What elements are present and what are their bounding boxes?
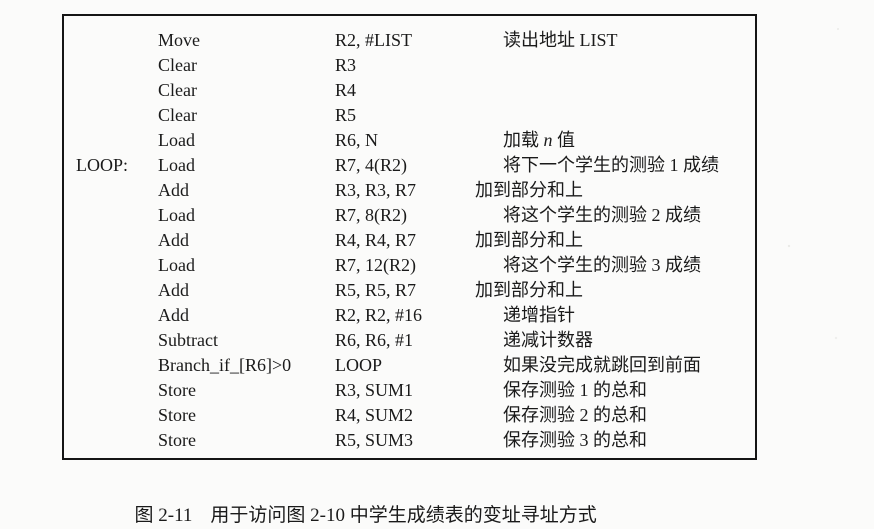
code-label [64,178,158,203]
code-instruction: Clear [158,55,197,75]
code-operands: R4, R4, R7 [335,230,417,250]
code-row: Store R4, SUM2 保存测验 2 的总和 [64,403,755,428]
code-operands: R7, 8(R2) [335,205,407,225]
code-operands: R3 [335,55,357,75]
figure-caption-label: 图 2-11 [134,505,193,526]
code-row: Clear R5 [64,103,755,128]
code-row: Move R2, #LIST 读出地址 LIST [64,28,755,53]
code-operands: R5, R5, R7 [335,280,417,300]
code-comment: 加载 n 值 [503,130,575,150]
code-comment: 如果没完成就跳回到前面 [503,355,701,375]
code-label [64,103,158,128]
code-label [64,353,158,378]
code-instruction: Load [158,255,195,275]
code-label [64,28,158,53]
code-comment: 保存测验 2 的总和 [503,405,647,425]
code-row: Subtract R6, R6, #1 递减计数器 [64,328,755,353]
code-label [64,203,158,228]
code-operands: R6, N [335,130,379,150]
code-row: Store R5, SUM3 保存测验 3 的总和 [64,428,755,453]
code-row: Load R7, 8(R2) 将这个学生的测验 2 成绩 [64,203,755,228]
code-instruction: Store [158,405,196,425]
code-comment [475,53,755,78]
code-label [64,403,158,428]
code-operands: R3, SUM1 [335,380,414,400]
code-label [64,428,158,453]
code-comment: 递增指针 [503,305,575,325]
code-comment: 将下一个学生的测验 1 成绩 [503,155,719,175]
code-comment [475,78,755,103]
code-comment: 将这个学生的测验 2 成绩 [503,205,701,225]
code-figure-box: Move R2, #LIST 读出地址 LIST Clear R3 Clear R4 Clea… [62,14,757,460]
code-comment: 读出地址 LIST [503,30,618,50]
code-instruction: Branch_if_[R6]>0 [158,355,292,375]
code-operands: R5 [335,105,357,125]
code-comment: 保存测验 3 的总和 [503,430,647,450]
figure-caption: 图 2-11 用于访问图 2-10 中学生成绩表的变址寻址方式 [125,477,597,529]
code-comment: 加到部分和上 [475,180,583,200]
code-instruction: Store [158,380,196,400]
code-label [64,53,158,78]
code-row: Load R7, 12(R2) 将这个学生的测验 3 成绩 [64,253,755,278]
code-comment: 加到部分和上 [475,280,583,300]
code-row: Branch_if_[R6]>0 LOOP 如果没完成就跳回到前面 [64,353,755,378]
code-operands: R2, R2, #16 [335,305,423,325]
code-operands: R5, SUM3 [335,430,414,450]
code-instruction: Load [158,205,195,225]
code-operands: R2, #LIST [335,30,413,50]
code-label [64,303,158,328]
code-operands: LOOP [335,355,383,375]
code-row: Load R6, N 加载 n 值 [64,128,755,153]
code-row: Add R2, R2, #16 递增指针 [64,303,755,328]
code-comment [475,103,755,128]
code-operands: R4 [335,80,357,100]
code-instruction: Move [158,30,200,50]
code-label [64,378,158,403]
code-label [64,328,158,353]
code-row: Add R4, R4, R7 加到部分和上 [64,228,755,253]
code-operands: R7, 12(R2) [335,255,416,275]
code-label [64,78,158,103]
code-row: Clear R4 [64,78,755,103]
code-label [64,278,158,303]
code-operands: R3, R3, R7 [335,180,417,200]
code-operands: R6, R6, #1 [335,330,414,350]
code-instruction: Store [158,430,196,450]
code-instruction: Add [158,280,189,300]
code-instruction: Subtract [158,330,218,350]
figure-caption-text: 用于访问图 2-10 中学生成绩表的变址寻址方式 [210,505,597,526]
code-comment: 将这个学生的测验 3 成绩 [503,255,701,275]
code-row: LOOP: Load R7, 4(R2) 将下一个学生的测验 1 成绩 [64,153,755,178]
code-operands: R4, SUM2 [335,405,414,425]
code-rows: Move R2, #LIST 读出地址 LIST Clear R3 Clear R4 Clea… [64,28,755,453]
code-instruction: Load [158,155,195,175]
code-label [64,128,158,153]
code-comment: 加到部分和上 [475,230,583,250]
code-row: Add R5, R5, R7 加到部分和上 [64,278,755,303]
code-label [64,253,158,278]
code-instruction: Clear [158,80,197,100]
code-label [64,228,158,253]
code-row: Store R3, SUM1 保存测验 1 的总和 [64,378,755,403]
code-operands: R7, 4(R2) [335,155,407,175]
code-instruction: Clear [158,105,197,125]
code-row: Add R3, R3, R7 加到部分和上 [64,178,755,203]
code-instruction: Add [158,305,189,325]
code-label: LOOP: [76,155,129,175]
code-comment: 保存测验 1 的总和 [503,380,647,400]
code-instruction: Add [158,180,189,200]
code-instruction: Load [158,130,195,150]
code-row: Clear R3 [64,53,755,78]
code-instruction: Add [158,230,189,250]
code-comment: 递减计数器 [503,330,593,350]
